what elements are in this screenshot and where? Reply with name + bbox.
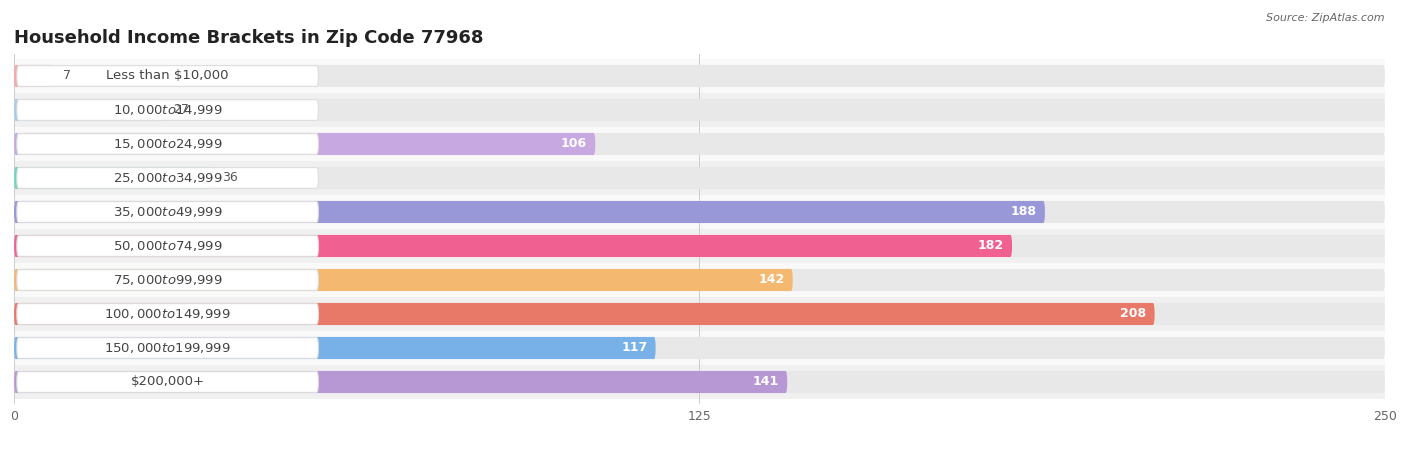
FancyBboxPatch shape (14, 235, 1012, 257)
FancyBboxPatch shape (17, 134, 318, 154)
Text: 106: 106 (561, 137, 588, 150)
FancyBboxPatch shape (17, 269, 318, 291)
FancyBboxPatch shape (14, 161, 1385, 195)
Text: Source: ZipAtlas.com: Source: ZipAtlas.com (1267, 13, 1385, 23)
FancyBboxPatch shape (14, 303, 1154, 325)
Text: Less than $10,000: Less than $10,000 (107, 70, 229, 83)
FancyBboxPatch shape (17, 304, 318, 324)
Text: 182: 182 (977, 239, 1004, 252)
FancyBboxPatch shape (17, 100, 318, 120)
FancyBboxPatch shape (17, 167, 318, 189)
Text: $150,000 to $199,999: $150,000 to $199,999 (104, 341, 231, 355)
Text: 36: 36 (222, 172, 238, 185)
FancyBboxPatch shape (17, 66, 318, 86)
FancyBboxPatch shape (17, 338, 318, 358)
Text: 141: 141 (752, 375, 779, 388)
FancyBboxPatch shape (14, 371, 787, 393)
Text: Household Income Brackets in Zip Code 77968: Household Income Brackets in Zip Code 77… (14, 29, 484, 47)
FancyBboxPatch shape (14, 303, 1385, 325)
Text: 117: 117 (621, 342, 647, 355)
Text: $50,000 to $74,999: $50,000 to $74,999 (112, 239, 222, 253)
FancyBboxPatch shape (14, 195, 1385, 229)
Text: 27: 27 (173, 103, 188, 116)
FancyBboxPatch shape (14, 133, 1385, 155)
FancyBboxPatch shape (14, 365, 1385, 399)
FancyBboxPatch shape (14, 65, 1385, 87)
FancyBboxPatch shape (14, 99, 1385, 121)
Text: $15,000 to $24,999: $15,000 to $24,999 (112, 137, 222, 151)
FancyBboxPatch shape (14, 297, 1385, 331)
FancyBboxPatch shape (14, 65, 52, 87)
FancyBboxPatch shape (14, 235, 1385, 257)
FancyBboxPatch shape (14, 331, 1385, 365)
FancyBboxPatch shape (17, 202, 318, 222)
Text: $100,000 to $149,999: $100,000 to $149,999 (104, 307, 231, 321)
Text: 142: 142 (758, 273, 785, 286)
FancyBboxPatch shape (14, 269, 793, 291)
FancyBboxPatch shape (14, 371, 1385, 393)
Text: $35,000 to $49,999: $35,000 to $49,999 (112, 205, 222, 219)
FancyBboxPatch shape (14, 201, 1045, 223)
FancyBboxPatch shape (14, 337, 1385, 359)
FancyBboxPatch shape (17, 236, 318, 256)
FancyBboxPatch shape (14, 201, 1385, 223)
Text: $10,000 to $14,999: $10,000 to $14,999 (112, 103, 222, 117)
Text: $25,000 to $34,999: $25,000 to $34,999 (112, 171, 222, 185)
FancyBboxPatch shape (14, 269, 1385, 291)
FancyBboxPatch shape (14, 59, 1385, 93)
FancyBboxPatch shape (14, 167, 211, 189)
FancyBboxPatch shape (14, 337, 655, 359)
FancyBboxPatch shape (14, 93, 1385, 127)
FancyBboxPatch shape (14, 133, 595, 155)
FancyBboxPatch shape (14, 99, 162, 121)
Text: $200,000+: $200,000+ (131, 375, 205, 388)
FancyBboxPatch shape (17, 372, 318, 392)
FancyBboxPatch shape (14, 127, 1385, 161)
Text: 188: 188 (1011, 206, 1036, 219)
Text: 208: 208 (1121, 308, 1146, 321)
FancyBboxPatch shape (14, 167, 1385, 189)
FancyBboxPatch shape (14, 263, 1385, 297)
Text: $75,000 to $99,999: $75,000 to $99,999 (112, 273, 222, 287)
Text: 7: 7 (63, 70, 72, 83)
FancyBboxPatch shape (14, 229, 1385, 263)
